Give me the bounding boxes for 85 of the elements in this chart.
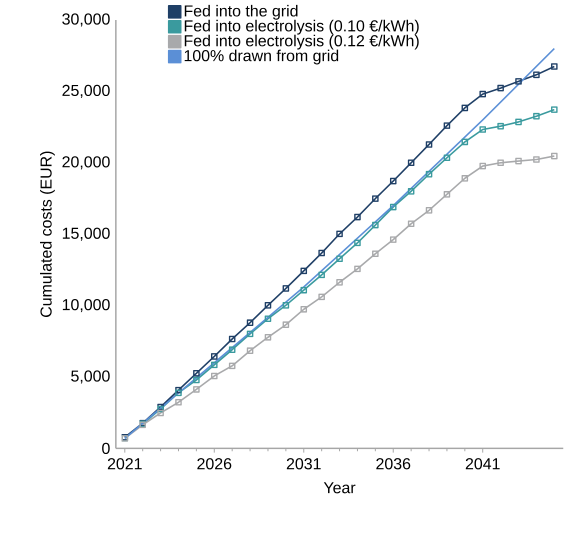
point — [426, 141, 432, 148]
point — [444, 122, 450, 129]
point — [497, 159, 504, 166]
point — [157, 410, 164, 416]
point — [193, 370, 200, 376]
point — [354, 214, 361, 220]
point — [300, 306, 308, 312]
point — [372, 250, 379, 257]
y-tick-label: 0 — [102, 442, 110, 454]
point — [444, 190, 450, 198]
point — [246, 319, 254, 326]
point — [282, 321, 290, 328]
point — [462, 138, 468, 146]
point — [264, 315, 272, 322]
point — [497, 122, 504, 130]
point — [426, 206, 432, 214]
x-tick-label: 2041 — [466, 458, 500, 470]
point — [551, 106, 558, 113]
point — [264, 302, 272, 308]
point — [336, 278, 343, 286]
y-tick-label: 20,000 — [62, 156, 110, 170]
y-tick-label: 30,000 — [62, 13, 110, 26]
point — [372, 222, 379, 228]
point — [551, 63, 558, 70]
y-tick-label: 5,000 — [71, 370, 110, 384]
y-tick-label: 10,000 — [62, 298, 110, 312]
point — [336, 255, 343, 262]
point — [193, 386, 200, 393]
point — [390, 178, 397, 184]
point — [264, 334, 272, 340]
x-tick-label: 2026 — [197, 458, 232, 470]
x-tick-label: 2031 — [286, 458, 321, 470]
point — [175, 389, 182, 396]
point — [515, 78, 522, 85]
point — [479, 126, 486, 133]
point — [228, 362, 236, 369]
point — [533, 112, 540, 120]
point — [515, 118, 522, 126]
point — [390, 236, 397, 243]
legend-label: Fed into electrolysis (0.12 €/kWh) — [184, 34, 419, 50]
y-tick-label: 15,000 — [62, 227, 110, 241]
point — [444, 154, 450, 161]
point — [497, 84, 504, 92]
x-tick-label: 2021 — [108, 458, 142, 470]
point — [282, 302, 290, 308]
point — [246, 347, 254, 354]
point — [282, 285, 290, 292]
x-axis-title: Year — [324, 482, 356, 494]
point — [372, 195, 379, 202]
point — [300, 267, 308, 274]
point — [175, 398, 182, 406]
point — [246, 330, 254, 338]
point — [462, 174, 468, 182]
point — [551, 152, 558, 160]
point — [479, 90, 486, 98]
point — [336, 230, 343, 238]
point — [210, 372, 218, 380]
point — [479, 162, 486, 170]
point — [193, 376, 200, 384]
y-axis-title: Cumulated costs (EUR) — [40, 151, 55, 317]
point — [228, 336, 236, 342]
point — [390, 204, 397, 210]
y-tick-label: 25,000 — [62, 84, 110, 98]
point — [462, 104, 468, 112]
point — [228, 346, 236, 353]
legend-label: Fed into the grid — [184, 4, 298, 20]
point — [515, 158, 522, 164]
point — [318, 271, 325, 278]
point — [318, 293, 325, 300]
point — [408, 188, 414, 194]
point — [354, 239, 361, 246]
point — [318, 250, 325, 256]
point — [175, 386, 182, 394]
legend-label: Fed into electrolysis (0.10 €/kWh) — [184, 20, 419, 34]
point — [354, 265, 361, 272]
point — [408, 220, 414, 227]
point — [533, 156, 540, 163]
point — [426, 170, 432, 178]
x-tick-label: 2036 — [376, 458, 410, 470]
point — [210, 352, 218, 360]
point — [533, 71, 540, 78]
point — [408, 159, 414, 166]
point — [300, 286, 308, 294]
point — [210, 361, 218, 368]
legend-label: 100% drawn from grid — [184, 49, 338, 64]
